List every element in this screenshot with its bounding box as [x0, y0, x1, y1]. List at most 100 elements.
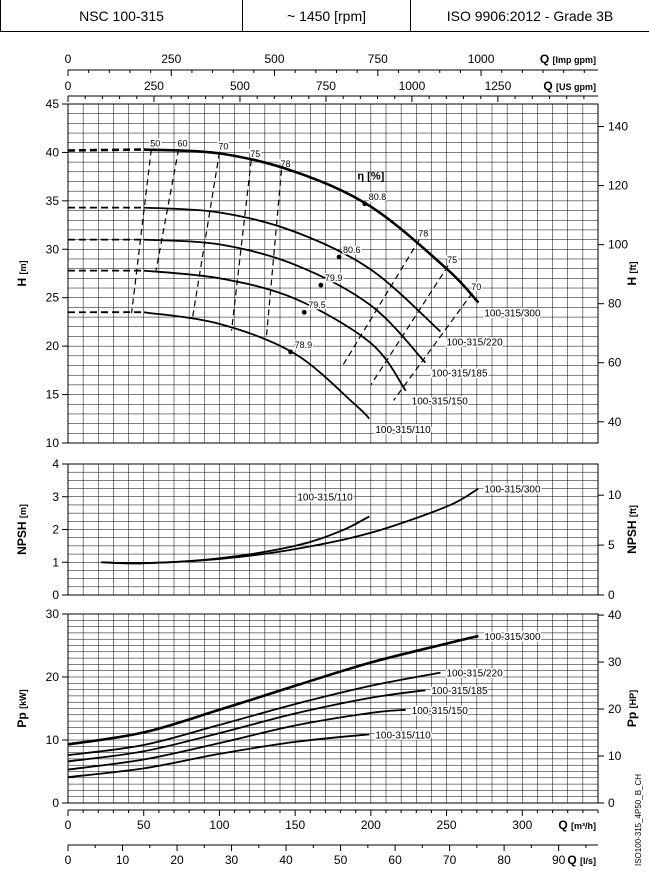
y2-tick-label: 80 — [608, 297, 622, 311]
efficiency-title: η [%] — [357, 171, 384, 183]
series-label: 100-315/150 — [412, 706, 469, 717]
x-tick-label: 250 — [437, 818, 457, 832]
npsh-curve — [101, 515, 370, 565]
y-tick-label: 3 — [52, 490, 59, 504]
y-tick-label: 45 — [46, 97, 60, 111]
x-axis-label: Q [l/s] — [567, 853, 596, 867]
x-tick-label: 200 — [361, 818, 381, 832]
x-tick-label: 750 — [316, 79, 336, 93]
y-tick-label: 0 — [52, 796, 59, 810]
standard-label: ISO 9906:2012 - Grade 3B — [446, 7, 614, 24]
x-tick-label: 10 — [116, 853, 130, 867]
plot-frame — [67, 613, 599, 804]
efficiency-label: 70 — [218, 141, 228, 151]
y-tick-label: 40 — [46, 145, 60, 159]
efficiency-point — [318, 282, 324, 288]
series-label: 100-315/220 — [447, 338, 504, 349]
y2-tick-label: 0 — [608, 588, 615, 602]
efficiency-label: 70 — [471, 282, 481, 292]
x-tick-label: 50 — [137, 818, 151, 832]
series-label: 100-315/110 — [297, 492, 353, 503]
series-label: 100-315/110 — [375, 730, 431, 741]
y-tick-label: 10 — [46, 733, 60, 747]
series-label: 100-315/185 — [431, 686, 488, 697]
y-tick-label: 2 — [52, 523, 59, 537]
x-tick-label: 0 — [65, 818, 72, 832]
x-axis-label: Q [US gpm] — [543, 79, 596, 93]
y-tick-label: 0 — [52, 588, 59, 602]
npsh-curve — [101, 487, 479, 565]
efficiency-line — [341, 239, 420, 367]
x-tick-label: 250 — [144, 79, 164, 93]
efficiency-label: 75 — [250, 149, 260, 159]
y2-tick-label: 5 — [608, 538, 615, 552]
efficiency-line — [155, 149, 180, 272]
efficiency-label: 50 — [150, 139, 160, 149]
y2-axis-label: H [ft] — [625, 262, 639, 286]
head-curve — [143, 311, 370, 420]
efficiency-point-label: 79.5 — [308, 300, 326, 310]
x-tick-label: 500 — [265, 52, 285, 66]
x-tick-label: 0 — [65, 52, 72, 66]
x-tick-label: 1000 — [399, 79, 426, 93]
y2-tick-label: 120 — [608, 179, 628, 193]
y2-tick-label: 20 — [608, 702, 622, 716]
efficiency-point-label: 79.9 — [325, 273, 343, 283]
y2-tick-label: 0 — [608, 796, 615, 810]
x-tick-label: 500 — [230, 79, 250, 93]
series-label: 100-315/150 — [412, 397, 469, 408]
series-label: 100-315/300 — [484, 309, 541, 320]
y-tick-label: 15 — [46, 388, 60, 402]
x-tick-label: 750 — [368, 52, 388, 66]
series-label: 100-315/300 — [484, 632, 541, 643]
y2-tick-label: 10 — [608, 488, 622, 502]
efficiency-point — [336, 254, 342, 260]
y2-tick-label: 140 — [608, 120, 628, 134]
efficiency-point — [301, 309, 307, 315]
y2-tick-label: 30 — [608, 655, 622, 669]
x-tick-label: 0 — [65, 853, 72, 867]
head-curve — [143, 238, 427, 364]
efficiency-point — [362, 201, 368, 207]
efficiency-label: 60 — [178, 139, 188, 149]
x-tick-label: 30 — [225, 853, 239, 867]
x-tick-label: 150 — [285, 818, 305, 832]
y2-tick-label: 40 — [608, 415, 622, 429]
efficiency-line — [131, 149, 152, 314]
x-tick-label: 60 — [388, 853, 402, 867]
y2-tick-label: 10 — [608, 749, 622, 763]
y2-axis-label: Pp [HP] — [625, 690, 639, 727]
y2-tick-label: 40 — [608, 608, 622, 622]
speed-label: ~ 1450 [rpm] — [287, 7, 366, 24]
power-curve — [67, 733, 370, 779]
head-curve — [143, 148, 480, 304]
y2-tick-label: 60 — [608, 356, 622, 370]
x-tick-label: 100 — [209, 818, 229, 832]
power-curve — [67, 671, 441, 757]
y-tick-label: 4 — [52, 457, 59, 471]
x-tick-label: 50 — [334, 853, 348, 867]
series-label: 100-315/110 — [375, 425, 431, 436]
y-axis-label: H [m] — [15, 261, 29, 287]
y-tick-label: 30 — [46, 242, 60, 256]
efficiency-point — [288, 349, 293, 355]
power-curve — [67, 634, 479, 746]
series-label: 100-315/185 — [431, 369, 488, 380]
x-tick-label: 250 — [161, 52, 181, 66]
model-cell: NSC 100-315 — [0, 0, 243, 32]
y-tick-label: 10 — [46, 436, 60, 450]
series-label: 100-315/300 — [484, 485, 541, 496]
x-tick-label: 1000 — [468, 52, 495, 66]
efficiency-line — [265, 169, 283, 338]
standard-cell: ISO 9906:2012 - Grade 3B — [411, 0, 649, 32]
y-tick-label: 30 — [46, 607, 60, 621]
document-code: ISO100-315_4P50_B_CH — [634, 774, 643, 866]
x-tick-label: 40 — [279, 853, 293, 867]
model-label: NSC 100-315 — [79, 7, 164, 24]
y2-tick-label: 100 — [608, 238, 628, 252]
efficiency-line — [230, 160, 252, 331]
x-tick-label: 90 — [552, 853, 566, 867]
y-axis-label: NPSH [m] — [15, 504, 29, 555]
efficiency-label: 78 — [418, 229, 428, 239]
